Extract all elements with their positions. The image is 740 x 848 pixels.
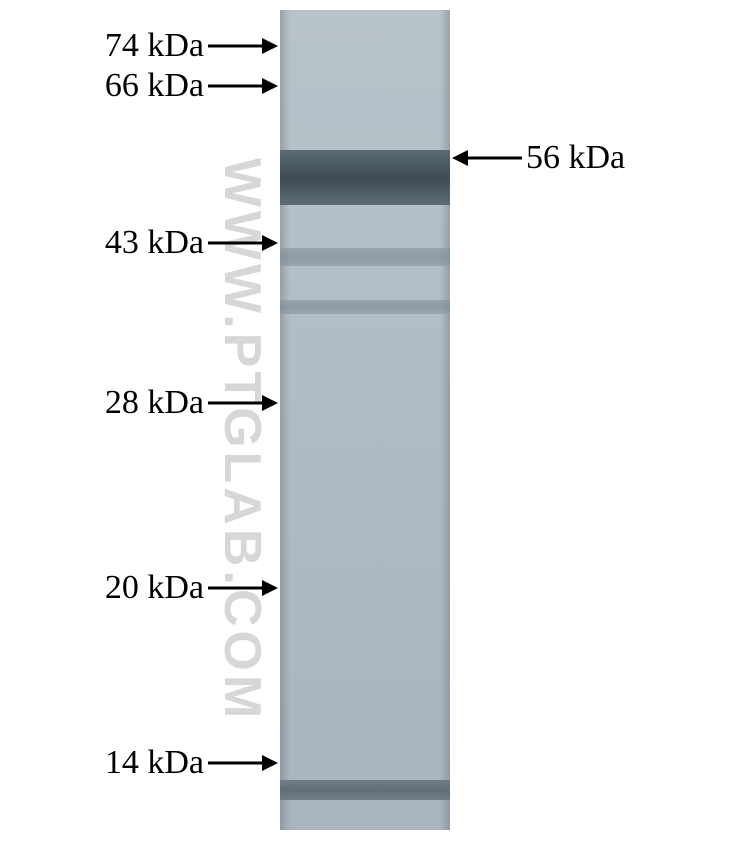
- band-56kda: [280, 150, 450, 205]
- arrow-icon: [208, 33, 278, 59]
- arrow-icon: [208, 230, 278, 256]
- marker-label-text: 14 kDa: [101, 744, 208, 782]
- marker-66kda: 66 kDa: [101, 67, 278, 105]
- marker-label-text: 20 kDa: [101, 569, 208, 607]
- band-faint-mid: [280, 300, 450, 314]
- arrow-icon: [208, 750, 278, 776]
- marker-label-text: 56 kDa: [522, 139, 629, 177]
- marker-43kda: 43 kDa: [101, 224, 278, 262]
- arrow-icon: [452, 145, 522, 171]
- marker-14kda: 14 kDa: [101, 744, 278, 782]
- arrow-icon: [208, 390, 278, 416]
- marker-56kda: 56 kDa: [452, 139, 629, 177]
- marker-28kda: 28 kDa: [101, 384, 278, 422]
- marker-label-text: 43 kDa: [101, 224, 208, 262]
- band-14kda: [280, 780, 450, 800]
- arrow-icon: [208, 73, 278, 99]
- marker-74kda: 74 kDa: [101, 27, 278, 65]
- marker-20kda: 20 kDa: [101, 569, 278, 607]
- marker-label-text: 74 kDa: [101, 27, 208, 65]
- marker-label-text: 66 kDa: [101, 67, 208, 105]
- marker-label-text: 28 kDa: [101, 384, 208, 422]
- gel-figure: WWW.PTGLAB.COM 74 kDa66 kDa43 kDa28 kDa2…: [0, 0, 740, 848]
- gel-lane: [280, 10, 450, 830]
- band-faint-upper: [280, 248, 450, 266]
- arrow-icon: [208, 575, 278, 601]
